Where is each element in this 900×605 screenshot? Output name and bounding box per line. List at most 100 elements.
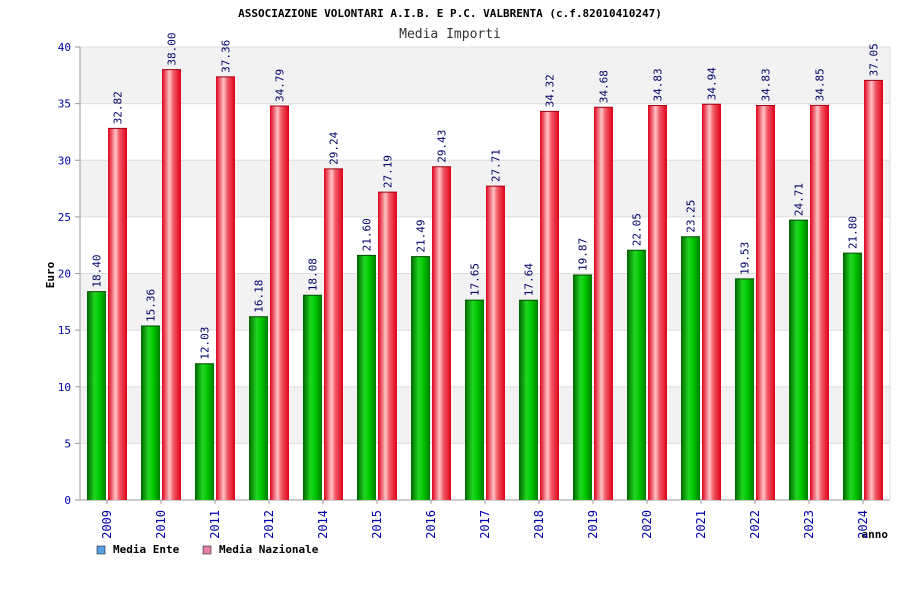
bar-media-nazionale-2020: [648, 105, 667, 501]
x-tick-label: 2024: [856, 510, 870, 539]
x-tick-label: 2012: [262, 510, 276, 539]
data-label: 21.60: [361, 218, 374, 251]
bar-media-ente-2016: [411, 256, 430, 500]
x-tick-label: 2010: [154, 510, 168, 539]
bar-media-ente-2010: [141, 326, 160, 500]
grid-band: [80, 216, 890, 274]
x-tick-label: 2009: [100, 510, 114, 539]
bar-media-nazionale-2010: [162, 69, 181, 501]
legend-label-media-nazionale: Media Nazionale: [219, 543, 319, 556]
grid-band: [80, 273, 890, 331]
chart-subtitle: Media Importi: [399, 27, 501, 42]
bar-media-nazionale-2023: [810, 105, 829, 500]
y-tick-label: 5: [64, 437, 71, 450]
bar-media-ente-2022: [735, 278, 754, 500]
bar-media-ente-2011: [195, 363, 214, 500]
x-tick-label: 2016: [424, 510, 438, 539]
data-label: 34.85: [814, 68, 827, 101]
bar-media-ente-2009: [87, 291, 106, 500]
bar-media-ente-2021: [681, 236, 700, 500]
legend-swatch-media-nazionale: [202, 545, 212, 555]
x-axis-label: anno: [862, 528, 889, 541]
legend-swatch-media-ente: [96, 545, 106, 555]
y-tick-label: 15: [58, 324, 71, 337]
grid-band: [80, 443, 890, 500]
bar-media-nazionale-2017: [486, 186, 505, 500]
x-tick-label: 2021: [694, 510, 708, 539]
data-label: 27.71: [490, 149, 503, 182]
y-tick-label: 20: [58, 268, 71, 281]
bar-media-nazionale-2022: [756, 105, 775, 501]
y-tick-label: 0: [64, 494, 71, 507]
data-label: 32.82: [112, 91, 125, 124]
x-tick-label: 2017: [478, 510, 492, 539]
bar-media-nazionale-2019: [594, 107, 613, 501]
x-tick-label: 2019: [586, 510, 600, 539]
y-tick-label: 10: [58, 381, 71, 394]
data-label: 17.65: [469, 263, 482, 296]
bar-media-ente-2014: [303, 295, 322, 500]
data-label: 38.00: [166, 33, 179, 66]
bar-media-nazionale-2009: [108, 128, 127, 500]
data-label: 15.36: [145, 289, 158, 322]
data-label: 29.43: [436, 130, 449, 163]
bar-media-ente-2020: [627, 250, 646, 500]
legend: Media Ente Media Nazionale: [96, 543, 319, 556]
chart-title: ASSOCIAZIONE VOLONTARI A.I.B. E P.C. VAL…: [238, 7, 662, 20]
y-tick-label: 30: [58, 154, 71, 167]
x-tick-label: 2020: [640, 510, 654, 539]
data-label: 29.24: [328, 131, 341, 164]
data-label: 34.83: [652, 68, 665, 101]
data-label: 21.80: [847, 216, 860, 249]
data-label: 37.05: [868, 43, 881, 76]
grid-band: [80, 103, 890, 161]
bar-media-ente-2015: [357, 255, 376, 500]
data-label: 24.71: [793, 183, 806, 216]
x-tick-label: 2015: [370, 510, 384, 539]
data-label: 17.64: [523, 263, 536, 296]
y-tick-label: 35: [58, 98, 71, 111]
bar-media-ente-2012: [249, 316, 268, 500]
x-tick-label: 2014: [316, 510, 330, 539]
grid-band: [80, 386, 890, 444]
bar-media-nazionale-2018: [540, 111, 559, 501]
data-label: 37.36: [220, 40, 233, 73]
grid-band: [80, 330, 890, 387]
bar-media-nazionale-2015: [378, 192, 397, 501]
data-label: 34.83: [760, 68, 773, 101]
x-tick-label: 2022: [748, 510, 762, 539]
data-label: 21.49: [415, 220, 428, 253]
bar-media-nazionale-2016: [432, 166, 451, 500]
x-tick-label: 2023: [802, 510, 816, 539]
grid-band: [80, 47, 890, 104]
bar-media-nazionale-2012: [270, 106, 289, 501]
data-label: 19.53: [739, 242, 752, 275]
legend-label-media-ente: Media Ente: [113, 543, 180, 556]
grid-band: [80, 160, 890, 217]
bar-media-nazionale-2011: [216, 76, 235, 500]
bar-media-ente-2017: [465, 300, 484, 500]
x-tick-label: 2011: [208, 510, 222, 539]
data-label: 16.18: [253, 280, 266, 313]
bar-media-nazionale-2024: [864, 80, 883, 500]
data-label: 27.19: [382, 155, 395, 188]
data-label: 34.94: [706, 67, 719, 100]
bar-media-ente-2019: [573, 274, 592, 500]
bar-media-ente-2024: [843, 253, 862, 500]
bar-media-nazionale-2021: [702, 104, 721, 500]
data-label: 22.05: [631, 213, 644, 246]
data-label: 19.87: [577, 238, 590, 271]
data-label: 34.32: [544, 74, 557, 107]
data-label: 12.03: [199, 327, 212, 360]
y-tick-label: 25: [58, 211, 71, 224]
data-label: 34.68: [598, 70, 611, 103]
data-label: 23.25: [685, 200, 698, 233]
y-axis-label: Euro: [44, 261, 57, 288]
bar-media-ente-2018: [519, 300, 538, 500]
bar-media-ente-2023: [789, 220, 808, 501]
data-label: 34.79: [274, 69, 287, 102]
y-tick-label: 40: [58, 41, 71, 54]
x-tick-label: 2018: [532, 510, 546, 539]
